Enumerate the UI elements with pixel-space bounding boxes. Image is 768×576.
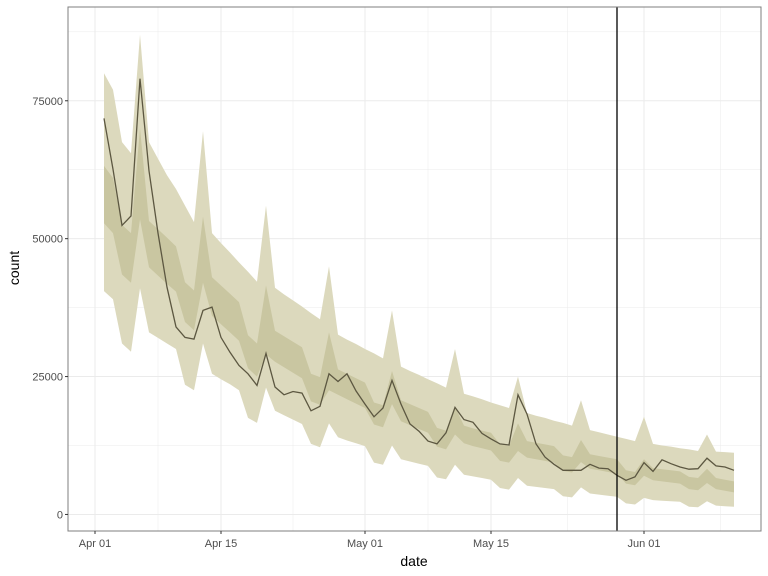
y-tick-label: 50000 bbox=[32, 234, 63, 246]
y-axis-title: count bbox=[6, 251, 22, 285]
observed-line bbox=[103, 78, 735, 482]
x-tick-label: Jun 01 bbox=[627, 538, 660, 550]
inner-ribbon bbox=[104, 128, 734, 493]
x-tick-label: Apr 01 bbox=[79, 538, 111, 550]
y-axis: 0 25000 50000 75000 bbox=[32, 96, 68, 521]
x-tick-label: May 01 bbox=[347, 538, 383, 550]
y-tick-label: 75000 bbox=[32, 96, 63, 108]
y-tick-label: 25000 bbox=[32, 372, 63, 384]
x-axis-title: date bbox=[400, 553, 427, 569]
x-tick-label: May 15 bbox=[473, 538, 509, 550]
ribbons bbox=[104, 34, 734, 508]
plot-panel-border bbox=[67, 6, 762, 532]
series-lines bbox=[103, 7, 735, 531]
outer-ribbon bbox=[104, 34, 734, 508]
x-tick-label: Apr 15 bbox=[205, 538, 237, 550]
y-tick-label: 0 bbox=[57, 509, 63, 521]
x-axis: Apr 01 Apr 15 May 01 May 15 Jun 01 bbox=[79, 531, 661, 550]
